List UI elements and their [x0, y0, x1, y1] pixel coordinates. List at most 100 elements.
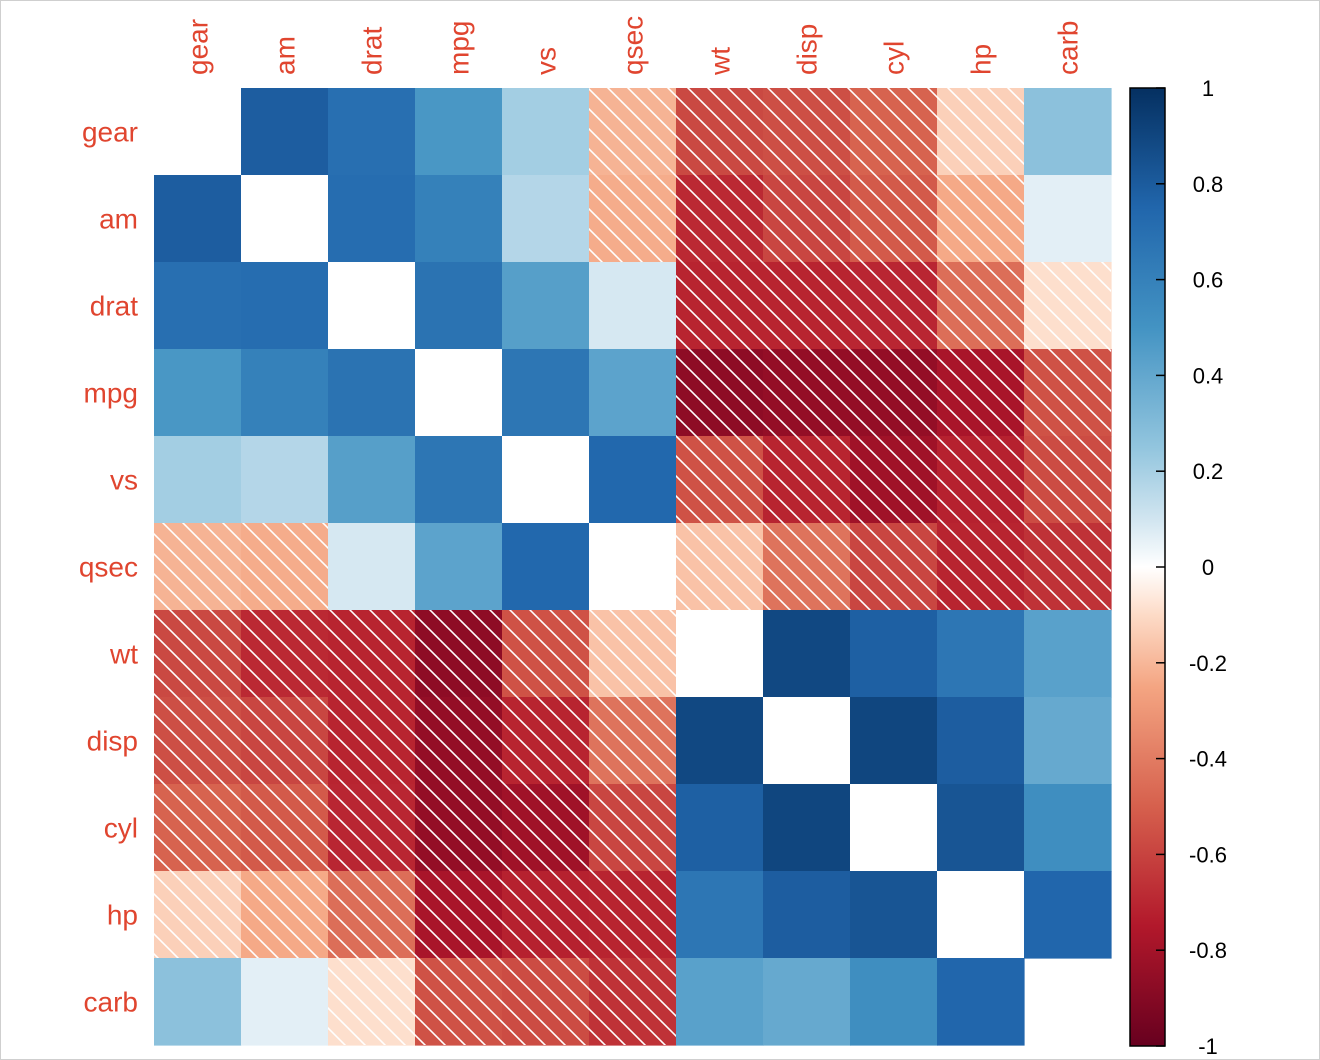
color-bar-tick-label: 0.6: [1193, 268, 1224, 293]
heatmap-cell-drat-gear: [154, 262, 242, 350]
hatch-cyl-mpg: [415, 784, 502, 871]
hatch-gear-qsec: [589, 88, 676, 175]
column-label-am: am: [270, 36, 301, 75]
heatmap-cell-vs-vs: [502, 436, 590, 524]
heatmap-cell-vs-qsec: [589, 436, 677, 524]
heatmap-cell-wt-disp: [763, 610, 851, 698]
hatch-drat-wt: [676, 262, 763, 349]
color-bar-tick-label: 0.2: [1193, 459, 1224, 484]
hatch-cyl-vs: [502, 784, 589, 871]
hatch-drat-hp: [937, 262, 1024, 349]
heatmap-cell-cyl-hp: [937, 784, 1025, 872]
hatch-am-wt: [676, 175, 763, 262]
hatch-am-qsec: [589, 175, 676, 262]
hatch-drat-disp: [763, 262, 850, 349]
heatmap-cell-am-carb: [1024, 175, 1112, 263]
color-bar-tick-label: 0.4: [1193, 363, 1224, 388]
hatch-hp-am: [241, 871, 328, 958]
heatmap-cell-gear-carb: [1024, 88, 1112, 176]
heatmap-cell-hp-cyl: [850, 871, 938, 959]
heatmap-cell-hp-wt: [676, 871, 764, 959]
heatmap-cell-am-drat: [328, 175, 416, 263]
row-label-cyl: cyl: [104, 813, 138, 844]
row-label-wt: wt: [109, 639, 138, 670]
heatmap-cell-mpg-am: [241, 349, 329, 437]
hatch-qsec-cyl: [850, 523, 937, 610]
hatch-cyl-drat: [328, 784, 415, 871]
heatmap-cell-qsec-qsec: [589, 523, 677, 611]
hatch-disp-qsec: [589, 697, 676, 784]
heatmap-cell-disp-disp: [763, 697, 851, 785]
hatch-wt-am: [241, 610, 328, 697]
hatch-vs-cyl: [850, 436, 937, 523]
hatch-disp-vs: [502, 697, 589, 784]
hatch-disp-am: [241, 697, 328, 784]
hatch-qsec-carb: [1024, 523, 1111, 610]
color-bar-tick-label: -0.6: [1189, 842, 1227, 867]
heatmap-cell-vs-mpg: [415, 436, 503, 524]
hatch-vs-carb: [1024, 436, 1111, 523]
column-label-mpg: mpg: [444, 21, 475, 75]
heatmap-cell-hp-disp: [763, 871, 851, 959]
column-label-qsec: qsec: [618, 16, 649, 75]
hatch-qsec-hp: [937, 523, 1024, 610]
column-labels: gear am drat mpg vs qsec wt disp cyl hp carb: [183, 16, 1084, 76]
heatmap-cell-drat-am: [241, 262, 329, 350]
hatch-carb-mpg: [415, 958, 502, 1045]
heatmap-cell-carb-gear: [154, 958, 242, 1046]
hatch-hp-drat: [328, 871, 415, 958]
row-label-carb: carb: [84, 987, 138, 1018]
color-bar-tick-label: 0.8: [1193, 172, 1224, 197]
row-label-am: am: [99, 204, 138, 235]
heatmap-cell-vs-gear: [154, 436, 242, 524]
heatmap-cell-cyl-carb: [1024, 784, 1112, 872]
color-bar-tick-label: 0: [1202, 555, 1214, 580]
heatmap-cell-mpg-vs: [502, 349, 590, 437]
hatch-hp-gear: [154, 871, 241, 958]
heatmap-cell-drat-mpg: [415, 262, 503, 350]
hatch-mpg-disp: [763, 349, 850, 436]
heatmap-cell-am-vs: [502, 175, 590, 263]
hatch-cyl-qsec: [589, 784, 676, 871]
column-label-cyl: cyl: [879, 41, 910, 75]
heatmap-cell-am-am: [241, 175, 329, 263]
hatch-mpg-wt: [676, 349, 763, 436]
color-legend: 1 0.8 0.6 0.4 0.2 0 -0.2 -0.4 -0.6 -0.8 -1: [1129, 76, 1227, 1059]
hatch-qsec-disp: [763, 523, 850, 610]
heatmap-cell-wt-wt: [676, 610, 764, 698]
heatmap-cell-carb-disp: [763, 958, 851, 1046]
hatch-carb-qsec: [589, 958, 676, 1045]
hatch-carb-drat: [328, 958, 415, 1045]
color-bar-tick-label: -0.4: [1189, 747, 1227, 772]
heatmap-cell-disp-hp: [937, 697, 1025, 785]
column-label-drat: drat: [357, 27, 388, 75]
hatch-wt-drat: [328, 610, 415, 697]
color-bar-tick-label: 1: [1202, 76, 1214, 101]
hatch-mpg-cyl: [850, 349, 937, 436]
column-label-disp: disp: [792, 24, 823, 75]
hatch-gear-wt: [676, 88, 763, 175]
heatmap-cell-mpg-gear: [154, 349, 242, 437]
hatch-qsec-am: [241, 523, 328, 610]
heatmap-cell-qsec-mpg: [415, 523, 503, 611]
row-label-hp: hp: [107, 900, 138, 931]
hatch-hp-mpg: [415, 871, 502, 958]
heatmap-cell-qsec-drat: [328, 523, 416, 611]
heatmap-cell-disp-cyl: [850, 697, 938, 785]
hatch-drat-cyl: [850, 262, 937, 349]
hatch-gear-hp: [937, 88, 1024, 175]
hatch-qsec-gear: [154, 523, 241, 610]
heatmap-cell-wt-cyl: [850, 610, 938, 698]
hatch-hp-vs: [502, 871, 589, 958]
heatmap-cell-drat-qsec: [589, 262, 677, 350]
hatch-hp-qsec: [589, 871, 676, 958]
hatch-gear-disp: [763, 88, 850, 175]
heatmap-cell-vs-am: [241, 436, 329, 524]
hatch-qsec-wt: [676, 523, 763, 610]
heatmap-cell-hp-carb: [1024, 871, 1112, 959]
negative-hatching: [154, 88, 1111, 1045]
color-bar-tick-label: -1: [1198, 1034, 1218, 1059]
hatch-mpg-hp: [937, 349, 1024, 436]
hatch-am-disp: [763, 175, 850, 262]
